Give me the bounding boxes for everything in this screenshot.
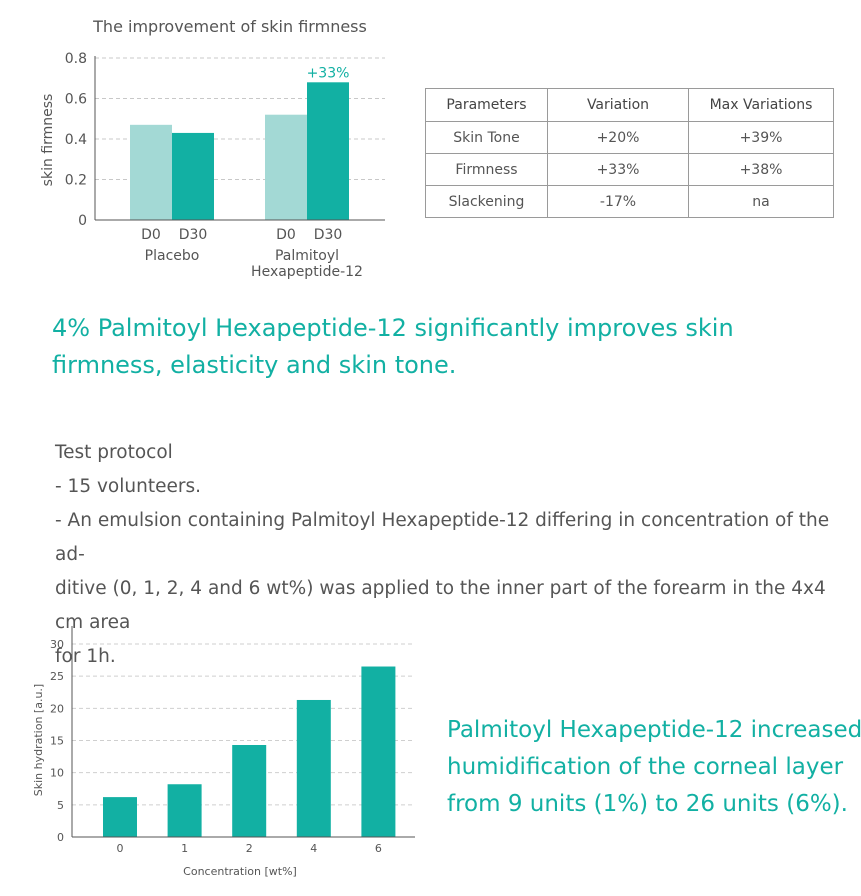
- table-header-max-variations: Max Variations: [688, 88, 834, 122]
- protocol-item: for 1h.: [55, 646, 116, 667]
- y-tick-label: 0.8: [65, 51, 87, 67]
- x-tick-label: 0: [117, 842, 124, 855]
- table-cell: -17%: [547, 185, 689, 218]
- table-row: Firmness +33% +38%: [425, 153, 834, 186]
- bar: [296, 699, 331, 837]
- summary-line: Palmitoyl Hexapeptide-12 increased: [447, 717, 861, 743]
- x-tick-label: D0: [276, 227, 296, 243]
- y-tick-label: 0: [57, 831, 64, 844]
- summary-line: from 9 units (1%) to 26 units (6%).: [447, 791, 848, 817]
- skin-firmness-chart: The improvement of skin firmness 0 0.2 0.4 0…: [40, 17, 385, 280]
- x-tick-label: 6: [375, 842, 382, 855]
- y-tick-label: 0.4: [65, 132, 87, 148]
- group-label: Palmitoyl: [275, 248, 339, 264]
- bar: [167, 784, 202, 837]
- group-label: Placebo: [145, 248, 200, 264]
- group-label: Hexapeptide-12: [251, 264, 363, 280]
- parameters-table: Parameters Variation Max Variations Skin…: [425, 88, 834, 218]
- y-tick-label: 0.6: [65, 92, 87, 108]
- table-cell: +33%: [547, 153, 689, 186]
- x-axis-label: Concentration [wt%]: [183, 865, 297, 878]
- table-cell: Slackening: [425, 185, 548, 218]
- y-tick-label: 15: [50, 735, 64, 748]
- table-header-variation: Variation: [547, 88, 689, 122]
- x-tick-label: 1: [181, 842, 188, 855]
- protocol-title: Test protocol: [55, 442, 173, 463]
- bar: [130, 124, 172, 220]
- skin-hydration-chart: 0 5 10 15 20 25 30 0 1 2 4 6 Concentration [wt%] Skin…: [32, 626, 415, 878]
- bar: [361, 666, 396, 837]
- table-cell: +20%: [547, 121, 689, 154]
- bar: [265, 114, 307, 220]
- test-protocol: Test protocol - 15 volunteers. - An emul…: [55, 436, 845, 674]
- table-cell: na: [688, 185, 834, 218]
- chart-title: The improvement of skin firmness: [92, 17, 367, 36]
- table-row: Slackening -17% na: [425, 185, 834, 218]
- bar: [232, 745, 267, 837]
- y-tick-label: 20: [50, 702, 64, 715]
- x-tick-label: 4: [310, 842, 317, 855]
- bar: [307, 82, 349, 220]
- summary-line: humidification of the corneal layer: [447, 754, 844, 780]
- y-tick-label: 0.2: [65, 173, 87, 189]
- x-tick-label: D30: [179, 227, 208, 243]
- protocol-item: - An emulsion containing Palmitoyl Hexap…: [55, 510, 836, 565]
- y-tick-label: 10: [50, 767, 64, 780]
- bar: [172, 132, 214, 220]
- headline-text: 4% Palmitoyl Hexapeptide-12 significantl…: [52, 314, 734, 379]
- protocol-item: ditive (0, 1, 2, 4 and 6 wt%) was applie…: [55, 578, 832, 633]
- table-cell: Firmness: [425, 153, 548, 186]
- data-label: +33%: [307, 65, 350, 81]
- x-tick-label: D30: [314, 227, 343, 243]
- table-header-row: Parameters Variation Max Variations: [425, 88, 834, 122]
- hydration-summary: Palmitoyl Hexapeptide-12 increased humid…: [447, 712, 861, 823]
- y-tick-label: 0: [78, 213, 87, 229]
- y-tick-label: 25: [50, 670, 64, 683]
- y-axis-label: Skin hydration [a.u.]: [32, 684, 45, 796]
- table-cell: Skin Tone: [425, 121, 548, 154]
- table-row: Skin Tone +20% +39%: [425, 121, 834, 154]
- x-tick-label: 2: [246, 842, 253, 855]
- bar: [103, 797, 137, 837]
- table-header-parameters: Parameters: [425, 88, 548, 122]
- table-cell: +38%: [688, 153, 834, 186]
- y-tick-label: 30: [50, 638, 64, 651]
- y-axis-label: skin firmness: [40, 94, 56, 187]
- protocol-item: - 15 volunteers.: [55, 476, 201, 497]
- x-tick-label: D0: [141, 227, 161, 243]
- y-tick-label: 5: [57, 799, 64, 812]
- table-cell: +39%: [688, 121, 834, 154]
